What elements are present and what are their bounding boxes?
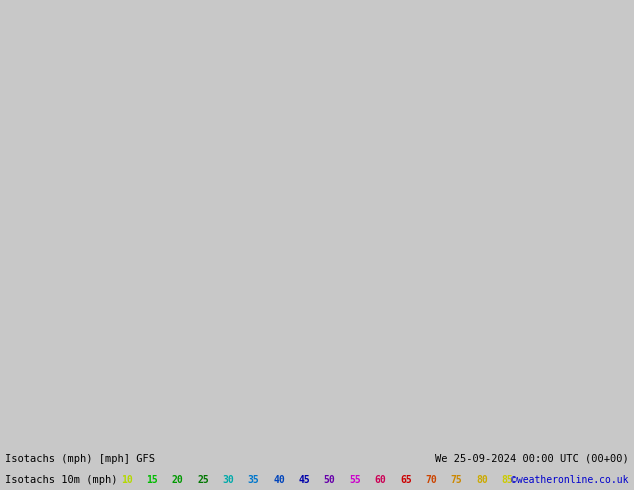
Text: 50: 50: [324, 475, 335, 485]
Text: 75: 75: [451, 475, 462, 485]
Text: 85: 85: [501, 475, 513, 485]
Text: We 25-09-2024 00:00 UTC (00+00): We 25-09-2024 00:00 UTC (00+00): [435, 454, 629, 464]
Text: 40: 40: [273, 475, 285, 485]
Text: 25: 25: [197, 475, 209, 485]
Text: 90: 90: [527, 475, 538, 485]
Text: Isotachs (mph) [mph] GFS: Isotachs (mph) [mph] GFS: [5, 454, 155, 464]
Text: 60: 60: [375, 475, 386, 485]
Text: 70: 70: [425, 475, 437, 485]
Text: 15: 15: [146, 475, 158, 485]
Text: ©weatheronline.co.uk: ©weatheronline.co.uk: [512, 475, 629, 485]
Text: 55: 55: [349, 475, 361, 485]
Text: 10: 10: [121, 475, 133, 485]
Text: 20: 20: [172, 475, 183, 485]
Text: 30: 30: [223, 475, 234, 485]
Text: Isotachs 10m (mph): Isotachs 10m (mph): [5, 475, 117, 485]
Text: 65: 65: [400, 475, 411, 485]
Text: 80: 80: [476, 475, 488, 485]
Text: 35: 35: [248, 475, 259, 485]
Text: 45: 45: [299, 475, 310, 485]
